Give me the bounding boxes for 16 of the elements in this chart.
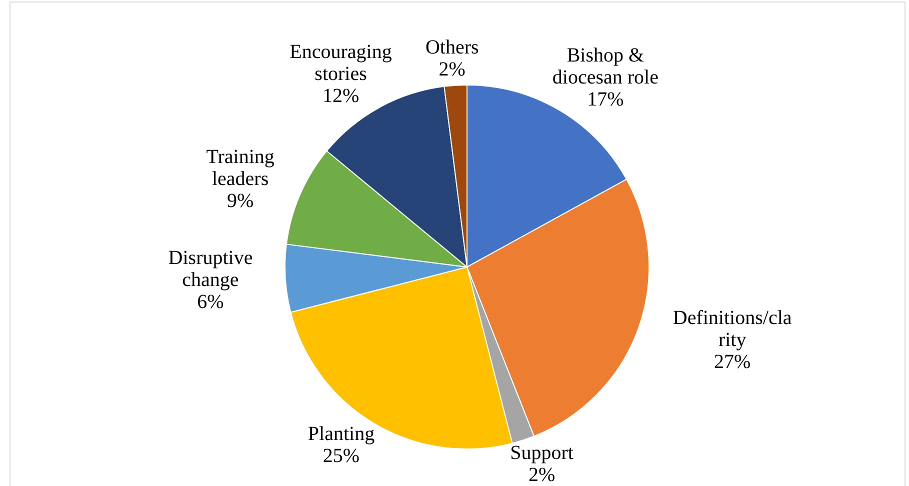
- data-label: 27%: [714, 350, 751, 373]
- slice-label: Others: [425, 36, 479, 58]
- data-label: 17%: [587, 88, 624, 110]
- data-label: 9%: [226, 190, 254, 212]
- slice-label: Encouraging stories: [290, 40, 392, 85]
- slice-label: Definitions/cla rity: [672, 306, 792, 351]
- slice-label: Disruptive change: [168, 246, 253, 290]
- data-label: 12%: [322, 84, 360, 107]
- data-label: 2%: [528, 463, 556, 486]
- slice-label: Training leaders: [206, 146, 274, 190]
- data-label: 6%: [197, 290, 224, 312]
- slice-label: Planting: [308, 422, 375, 445]
- data-label: 2%: [438, 58, 466, 80]
- slice-label: Support: [510, 441, 574, 464]
- slice-label: Bishop & diocesan role: [552, 44, 659, 88]
- data-label: 25%: [322, 444, 360, 467]
